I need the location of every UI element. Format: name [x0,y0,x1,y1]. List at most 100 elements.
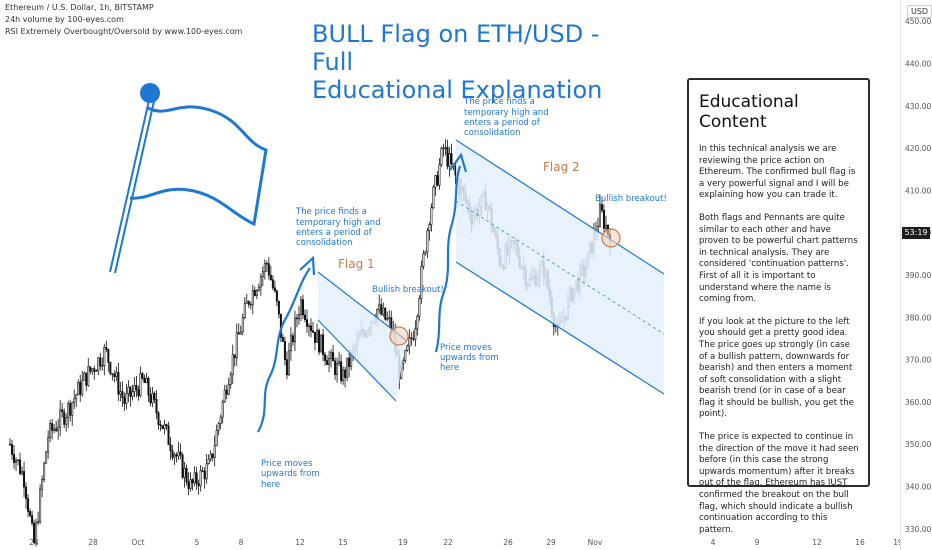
candle-body [103,347,106,366]
candle-body [71,402,74,416]
candle-body [235,332,238,359]
x-tick-label: 29 [546,538,556,547]
candle-body [318,330,321,353]
candle-body [271,279,274,289]
x-tick-label: 9 [755,538,760,547]
symbol-header: Ethereum / U.S. Dollar, 1h, BITSTAMP [5,3,154,12]
move2-annotation: Price moves upwards from here [440,343,501,373]
price-axis[interactable]: 330.00 340.00 350.00 360.00 370.00 380.00 390.… [900,0,932,550]
candle-body [217,423,220,431]
candle-body [73,398,76,403]
candle-body [436,175,439,186]
candle-body [203,470,206,480]
candle-body [211,453,214,459]
candle-body [159,424,162,427]
y-tick-label: 450.00 [905,17,931,26]
candle-body [199,470,202,487]
high2-line: enters a period of [464,118,541,128]
candle-body [143,377,146,384]
candle-body [291,335,294,343]
candle-body [316,330,319,343]
candle-body [328,357,331,365]
candle-body [322,334,325,356]
candle-body [301,299,304,316]
candle-body [261,271,264,278]
candle-body [293,317,296,343]
currency-button[interactable]: USD [907,5,932,18]
flag1-channel-fill [318,272,406,401]
candle-body [275,290,278,302]
x-tick-label: 22 [443,538,453,547]
candle-body [11,444,14,455]
candle-body [131,391,134,397]
candle-body [221,401,224,418]
candle-body [320,334,323,353]
candle-body [87,366,90,386]
candle-body [113,373,116,378]
candle-body [263,262,266,273]
candle-body [61,409,64,413]
candle-body [309,325,313,332]
y-tick-label: 430.00 [905,102,931,111]
candle-body [151,392,154,404]
candle-body [239,331,242,335]
upmove-arrow-1-head [299,255,316,276]
candle-body [181,454,184,478]
candle-body [59,409,62,428]
upmove-arrow-2-head [449,152,468,173]
candle-body [305,319,308,327]
candle-body [233,354,236,359]
flag1-label: Flag 1 [338,257,375,271]
candle-body [165,424,168,427]
candle-body [161,425,164,429]
candle-body [93,368,96,372]
candle-body [444,147,447,149]
candle-body [412,338,415,340]
volume-indicator-label[interactable]: 24h volume by 100-eyes.com [5,15,124,24]
move1-annotation: Price moves upwards from here [261,459,322,490]
candle-body [197,483,200,487]
candle-body [215,429,218,447]
candle-body [179,451,182,456]
candle-body [63,411,66,425]
candle-body [155,399,158,414]
candle-body [207,458,210,465]
candle-body [195,472,198,485]
candle-body [406,345,409,351]
candle-body [223,389,226,403]
current-price-label: 53:19 [902,227,930,239]
candle-body [47,437,50,453]
x-tick-label: 12 [812,538,822,547]
candle-body [8,443,12,446]
candle-body [428,224,431,231]
y-tick-label: 410.00 [905,186,931,195]
candle-body [420,266,423,299]
candle-body [85,372,88,386]
candle-body [37,521,40,523]
high2-line: consolidation [464,128,521,138]
move2-line: Price moves [440,343,492,353]
candle-body [117,371,120,395]
candle-body [183,467,186,478]
candle-body [145,377,148,384]
panel-heading: Educational Content [699,92,799,132]
flag2-channel [455,139,665,395]
candle-body [267,263,270,276]
candle-body [426,230,429,253]
rsi-indicator-label[interactable]: RSI Extremely Overbought/Oversold by www… [5,27,243,36]
candle-body [17,459,20,462]
candle-body [334,360,337,375]
candle-body [77,382,80,396]
candle-body [123,397,126,404]
candle-body [283,341,286,360]
candle-body [137,389,140,396]
candle-body [153,392,156,400]
high1-line: consolidation [296,238,353,248]
candle-body [119,391,122,395]
candle-body [157,412,160,425]
candle-body [189,479,192,490]
candle-body [121,391,124,399]
candle-body [255,290,258,296]
candle-body [299,299,302,315]
candle-body [297,314,300,320]
